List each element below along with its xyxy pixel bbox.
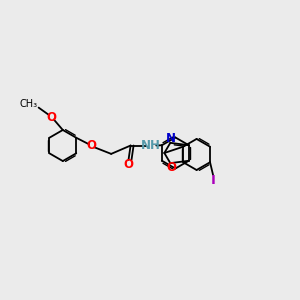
Text: O: O xyxy=(46,111,56,124)
Text: N: N xyxy=(166,132,176,145)
Text: O: O xyxy=(166,161,176,174)
Text: I: I xyxy=(211,174,216,187)
Text: O: O xyxy=(87,139,97,152)
Text: CH₃: CH₃ xyxy=(19,99,37,109)
Text: O: O xyxy=(123,158,133,170)
Text: NH: NH xyxy=(141,139,161,152)
